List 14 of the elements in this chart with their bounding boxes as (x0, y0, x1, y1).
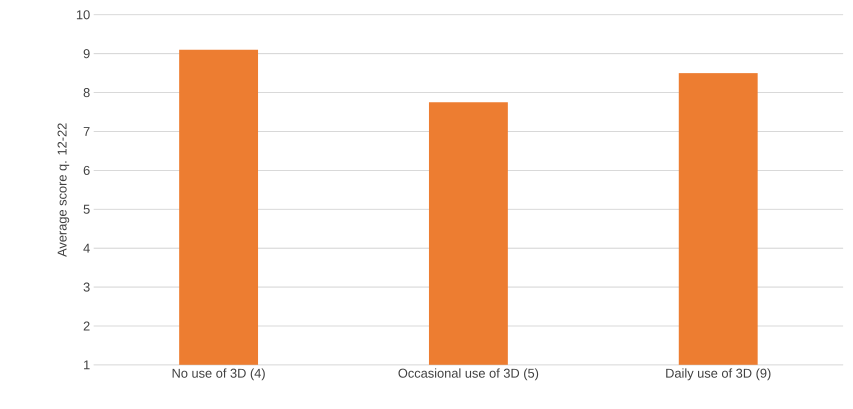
y-tick-label: 3 (84, 282, 90, 292)
x-tick-label: Occasional use of 3D (5) (398, 368, 538, 380)
y-tick-label: 5 (84, 204, 90, 214)
y-tick-label: 7 (84, 126, 90, 136)
y-tick-label: 2 (84, 321, 90, 330)
x-tick-label: No use of 3D (4) (172, 368, 265, 380)
y-tick-label: 10 (76, 10, 90, 20)
y-tick-label: 6 (84, 166, 90, 175)
y-tick-label: 8 (84, 88, 90, 98)
y-tick-label: 4 (83, 244, 90, 252)
y-axis-title: Average score q. 12-22 (58, 123, 70, 257)
y-tick-label: 1 (84, 360, 90, 370)
y-tick-label: 9 (84, 49, 90, 58)
x-tick-label: Daily use of 3D (9) (666, 368, 770, 380)
